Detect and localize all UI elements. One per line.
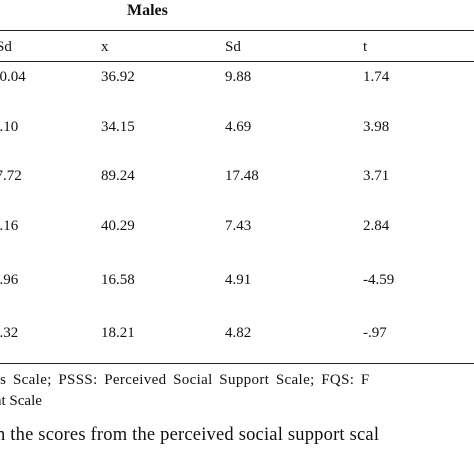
group-header-males: Males	[127, 2, 168, 19]
cell-x-males: 34.15	[101, 119, 135, 135]
cell-sd-males: 4.69	[225, 119, 252, 135]
cell-sd-females: 7.16	[0, 218, 19, 234]
header-bottom-rule	[0, 61, 474, 62]
cell-t: 1.74	[363, 69, 390, 85]
table-bottom-rule	[0, 363, 474, 364]
cell-t: 2.84	[363, 218, 390, 234]
cell-x-males: 18.21	[101, 325, 135, 341]
cell-sd-females: 10.04	[0, 69, 26, 85]
cell-sd-females: 17.72	[0, 168, 22, 184]
column-header-x-males: x	[101, 39, 109, 55]
cell-sd-females: 4.10	[0, 119, 19, 135]
table-footnote-line-2: nt Scale	[0, 393, 42, 409]
cell-x-males: 36.92	[101, 69, 135, 85]
cell-sd-males: 9.88	[225, 69, 252, 85]
cell-sd-males: 17.48	[225, 168, 259, 184]
cell-sd-males: 4.82	[225, 325, 252, 341]
cell-x-males: 89.24	[101, 168, 135, 184]
cell-sd-females: 4.96	[0, 272, 19, 288]
cell-x-males: 16.58	[101, 272, 135, 288]
body-paragraph-line: n the scores from the perceived social s…	[0, 425, 380, 445]
cell-sd-males: 7.43	[225, 218, 252, 234]
cell-t: 3.98	[363, 119, 390, 135]
table-footnote-line-1: ss Scale; PSSS: Perceived Social Support…	[0, 372, 370, 388]
column-header-t: t	[363, 39, 368, 55]
cell-t: -4.59	[363, 272, 395, 288]
table-top-rule	[0, 30, 474, 31]
column-header-sd-males: Sd	[225, 39, 241, 55]
cell-sd-males: 4.91	[225, 272, 252, 288]
cell-t: 3.71	[363, 168, 390, 184]
column-header-sd-females: Sd	[0, 39, 12, 55]
cell-t: -.97	[363, 325, 387, 341]
cell-x-males: 40.29	[101, 218, 135, 234]
cell-sd-females: 5.32	[0, 325, 19, 341]
